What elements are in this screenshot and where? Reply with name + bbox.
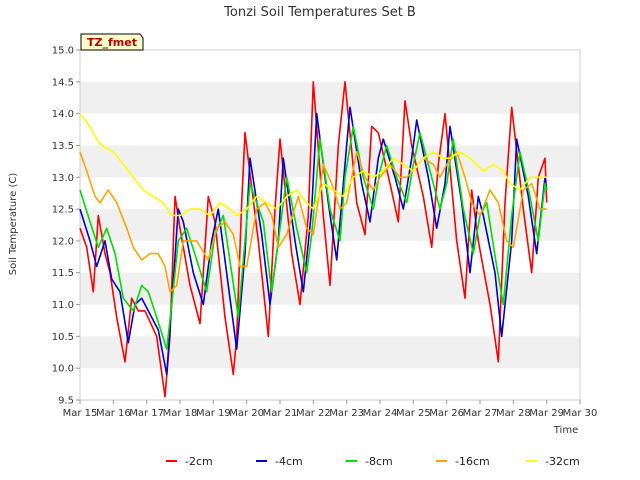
- x-tick-label: Mar 15: [63, 408, 98, 419]
- y-tick-label: 14.0: [52, 109, 74, 120]
- chart-title: Tonzi Soil Temperatures Set B: [223, 5, 416, 20]
- series-line-4cm: [79, 106, 548, 376]
- x-tick-label: Mar 20: [229, 408, 264, 419]
- legend-label: -2cm: [185, 455, 213, 468]
- y-tick-label: 9.5: [58, 396, 74, 407]
- badge-label: TZ_fmet: [87, 36, 137, 49]
- y-tick-label: 11.0: [52, 300, 74, 311]
- site-badge: TZ_fmet: [80, 33, 144, 51]
- y-tick-label: 12.0: [52, 236, 74, 247]
- series-line-16cm: [79, 151, 547, 293]
- y-axis-ticks: 9.5 10.0 10.5 11.0 11.5 12.0 12.5 13.0 13.5 14.0 1…: [52, 46, 80, 407]
- badge-box: [80, 33, 144, 51]
- grid-band: [80, 81, 580, 114]
- x-tick-label: Mar 18: [163, 408, 198, 419]
- x-tick-label: Mar 22: [296, 408, 331, 419]
- legend-label: -32cm: [545, 455, 580, 468]
- x-tick-label: Mar 26: [429, 408, 464, 419]
- legend-label: -16cm: [455, 455, 490, 468]
- x-tick-label: Mar 24: [363, 408, 398, 419]
- series-lines: [79, 81, 548, 398]
- y-tick-label: 12.5: [52, 205, 74, 216]
- y-tick-label: 15.0: [52, 46, 74, 57]
- x-tick-label: Mar 19: [196, 408, 231, 419]
- y-tick-label: 10.5: [52, 332, 74, 343]
- y-axis-label: Soil Temperature (C): [8, 173, 19, 276]
- x-tick-label: Mar 17: [129, 408, 164, 419]
- y-tick-label: 13.0: [52, 173, 74, 184]
- y-tick-label: 11.5: [52, 268, 74, 279]
- legend-label: -8cm: [365, 455, 393, 468]
- series-line-32cm: [79, 113, 547, 217]
- x-tick-label: Mar 25: [396, 408, 431, 419]
- series-line-8cm: [79, 125, 548, 350]
- x-axis-label: Time: [553, 425, 578, 436]
- x-tick-label: Mar 23: [329, 408, 364, 419]
- legend-label: -4cm: [275, 455, 303, 468]
- grid-band: [80, 145, 580, 178]
- x-tick-label: Mar 21: [263, 408, 298, 419]
- x-tick-label: Mar 28: [496, 408, 531, 419]
- legend: -2cm -4cm -8cm -16cm -32cm: [166, 455, 580, 468]
- x-tick-label: Mar 30: [563, 408, 598, 419]
- plot-frame: [79, 49, 581, 401]
- y-tick-label: 14.5: [52, 77, 74, 88]
- x-tick-label: Mar 16: [96, 408, 131, 419]
- y-tick-label: 10.0: [52, 364, 74, 375]
- grid-band: [80, 336, 580, 369]
- x-tick-label: Mar 27: [463, 408, 498, 419]
- y-tick-label: 13.5: [52, 141, 74, 152]
- x-tick-label: Mar 29: [529, 408, 564, 419]
